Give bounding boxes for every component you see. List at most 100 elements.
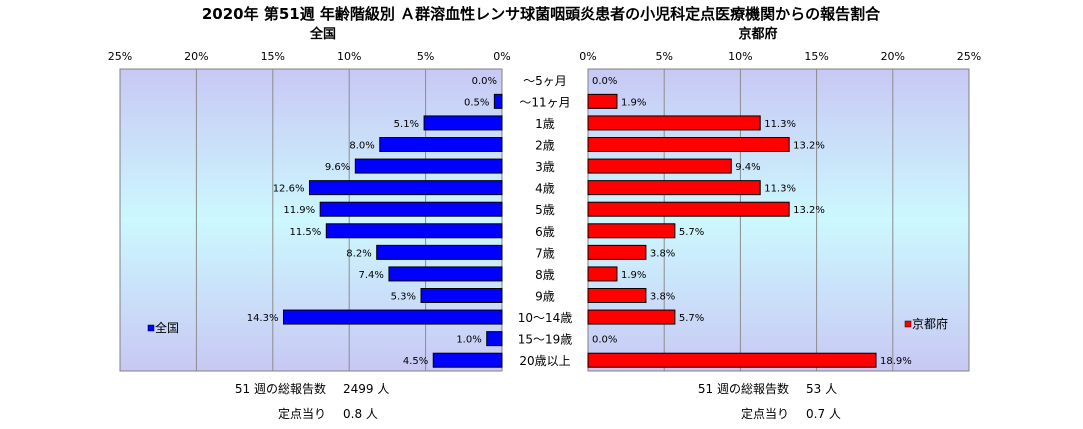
right-tick-label: 10% xyxy=(728,50,752,63)
left-panel-title: 全国 xyxy=(309,26,336,42)
right-panel-title: 京都府 xyxy=(738,26,777,42)
left-tick-label: 25% xyxy=(108,50,132,63)
bars: 0.0% 0.0% 0.5% 1.9% 5.1% 11.3% 8.0% 13.2% 9.6% 9.… xyxy=(247,76,912,368)
left-legend-swatch xyxy=(147,324,155,332)
left-value-label: 11.9% xyxy=(283,205,315,216)
right-tick-label: 5% xyxy=(655,50,672,63)
left-value-label: 8.0% xyxy=(349,141,374,152)
right-bar xyxy=(587,180,761,196)
left-value-label: 1.0% xyxy=(456,335,481,346)
left-bar xyxy=(493,93,503,109)
category-label: 1歳 xyxy=(535,117,555,131)
left-value-label: 5.1% xyxy=(394,119,419,130)
left-bar xyxy=(376,244,503,260)
category-label: 20歳以上 xyxy=(519,354,570,368)
left-bar xyxy=(282,309,503,325)
left-bar xyxy=(486,331,503,347)
left-bar xyxy=(308,180,503,196)
right-value-label: 11.3% xyxy=(764,184,796,195)
right-value-label: 13.2% xyxy=(793,205,825,216)
right-total-value: 53 人 xyxy=(806,382,837,396)
left-per-label: 定点当り xyxy=(278,406,326,421)
category-label: 6歳 xyxy=(535,225,555,239)
right-value-label: 3.8% xyxy=(650,248,675,259)
right-bar xyxy=(587,201,790,217)
left-legend-label: 全国 xyxy=(155,320,179,335)
right-per-value: 0.7 人 xyxy=(806,407,841,421)
right-value-label: 0.0% xyxy=(592,335,617,346)
right-bar xyxy=(587,93,618,109)
category-label: 10〜14歳 xyxy=(518,311,573,325)
right-legend-swatch xyxy=(904,320,912,328)
right-tick-label: 25% xyxy=(957,50,981,63)
left-value-label: 12.6% xyxy=(273,184,305,195)
right-tick-label: 15% xyxy=(804,50,828,63)
category-label: 5歳 xyxy=(535,203,555,217)
left-tick-label: 20% xyxy=(184,50,208,63)
right-value-label: 3.8% xyxy=(650,292,675,303)
category-label: 〜5ヶ月 xyxy=(523,74,567,88)
category-label: 2歳 xyxy=(535,139,555,153)
right-value-label: 11.3% xyxy=(764,119,796,130)
category-label: 8歳 xyxy=(535,268,555,282)
category-label: 4歳 xyxy=(535,182,555,196)
right-bar xyxy=(587,266,618,282)
left-total-value: 2499 人 xyxy=(343,382,389,396)
left-value-label: 0.0% xyxy=(472,76,497,87)
axis-ticks: 25% 0% 20% 5% 15% 10% 10% 15% 5% 20% 0% 25% xyxy=(108,50,981,63)
left-bar xyxy=(388,266,503,282)
left-tick-label: 10% xyxy=(337,50,361,63)
right-value-label: 1.9% xyxy=(621,97,646,108)
left-bar xyxy=(432,352,503,368)
left-tick-label: 0% xyxy=(493,50,510,63)
right-value-label: 13.2% xyxy=(793,141,825,152)
right-per-label: 定点当り xyxy=(741,406,789,421)
left-value-label: 9.6% xyxy=(325,162,350,173)
left-value-label: 4.5% xyxy=(403,356,428,367)
chart-title: 2020年 第51週 年齢階級別 Ａ群溶血性レンサ球菌咽頭炎患者の小児科定点医療… xyxy=(202,5,881,23)
category-label: 7歳 xyxy=(535,246,555,260)
right-bar xyxy=(587,137,790,152)
left-bar xyxy=(325,223,503,239)
left-value-label: 5.3% xyxy=(391,292,416,303)
right-bar xyxy=(587,309,676,325)
left-value-label: 14.3% xyxy=(247,313,279,324)
category-label: 3歳 xyxy=(535,160,555,174)
left-bar xyxy=(354,158,503,174)
left-footer: 51 週の総報告数 2499 人 定点当り 0.8 人 xyxy=(235,381,389,421)
right-bar xyxy=(587,352,877,368)
left-value-label: 8.2% xyxy=(346,248,371,259)
right-value-label: 5.7% xyxy=(679,313,704,324)
category-label: 〜11ヶ月 xyxy=(519,95,570,109)
right-bar xyxy=(587,158,732,174)
category-label: 9歳 xyxy=(535,290,555,304)
right-value-label: 0.0% xyxy=(592,76,617,87)
left-per-value: 0.8 人 xyxy=(343,407,378,421)
right-bar xyxy=(587,244,647,260)
right-tick-label: 20% xyxy=(881,50,905,63)
right-bar xyxy=(587,288,647,303)
left-bar xyxy=(319,201,503,217)
right-bar xyxy=(587,115,761,131)
right-footer: 51 週の総報告数 53 人 定点当り 0.7 人 xyxy=(698,381,841,421)
right-value-label: 18.9% xyxy=(880,356,912,367)
left-value-label: 11.5% xyxy=(289,227,321,238)
right-legend: 京都府 xyxy=(904,316,948,331)
left-tick-label: 15% xyxy=(261,50,285,63)
left-value-label: 7.4% xyxy=(359,270,384,281)
left-bar xyxy=(420,288,503,303)
category-label: 15〜19歳 xyxy=(518,333,573,347)
right-legend-label: 京都府 xyxy=(912,316,948,331)
right-value-label: 5.7% xyxy=(679,227,704,238)
left-bar xyxy=(423,115,503,131)
right-total-label: 51 週の総報告数 xyxy=(698,381,789,396)
right-tick-label: 0% xyxy=(579,50,596,63)
right-bar xyxy=(587,223,676,239)
left-legend: 全国 xyxy=(147,320,179,335)
left-value-label: 0.5% xyxy=(464,97,489,108)
right-value-label: 1.9% xyxy=(621,270,646,281)
left-total-label: 51 週の総報告数 xyxy=(235,381,326,396)
right-value-label: 9.4% xyxy=(735,162,760,173)
left-bar xyxy=(379,137,503,152)
